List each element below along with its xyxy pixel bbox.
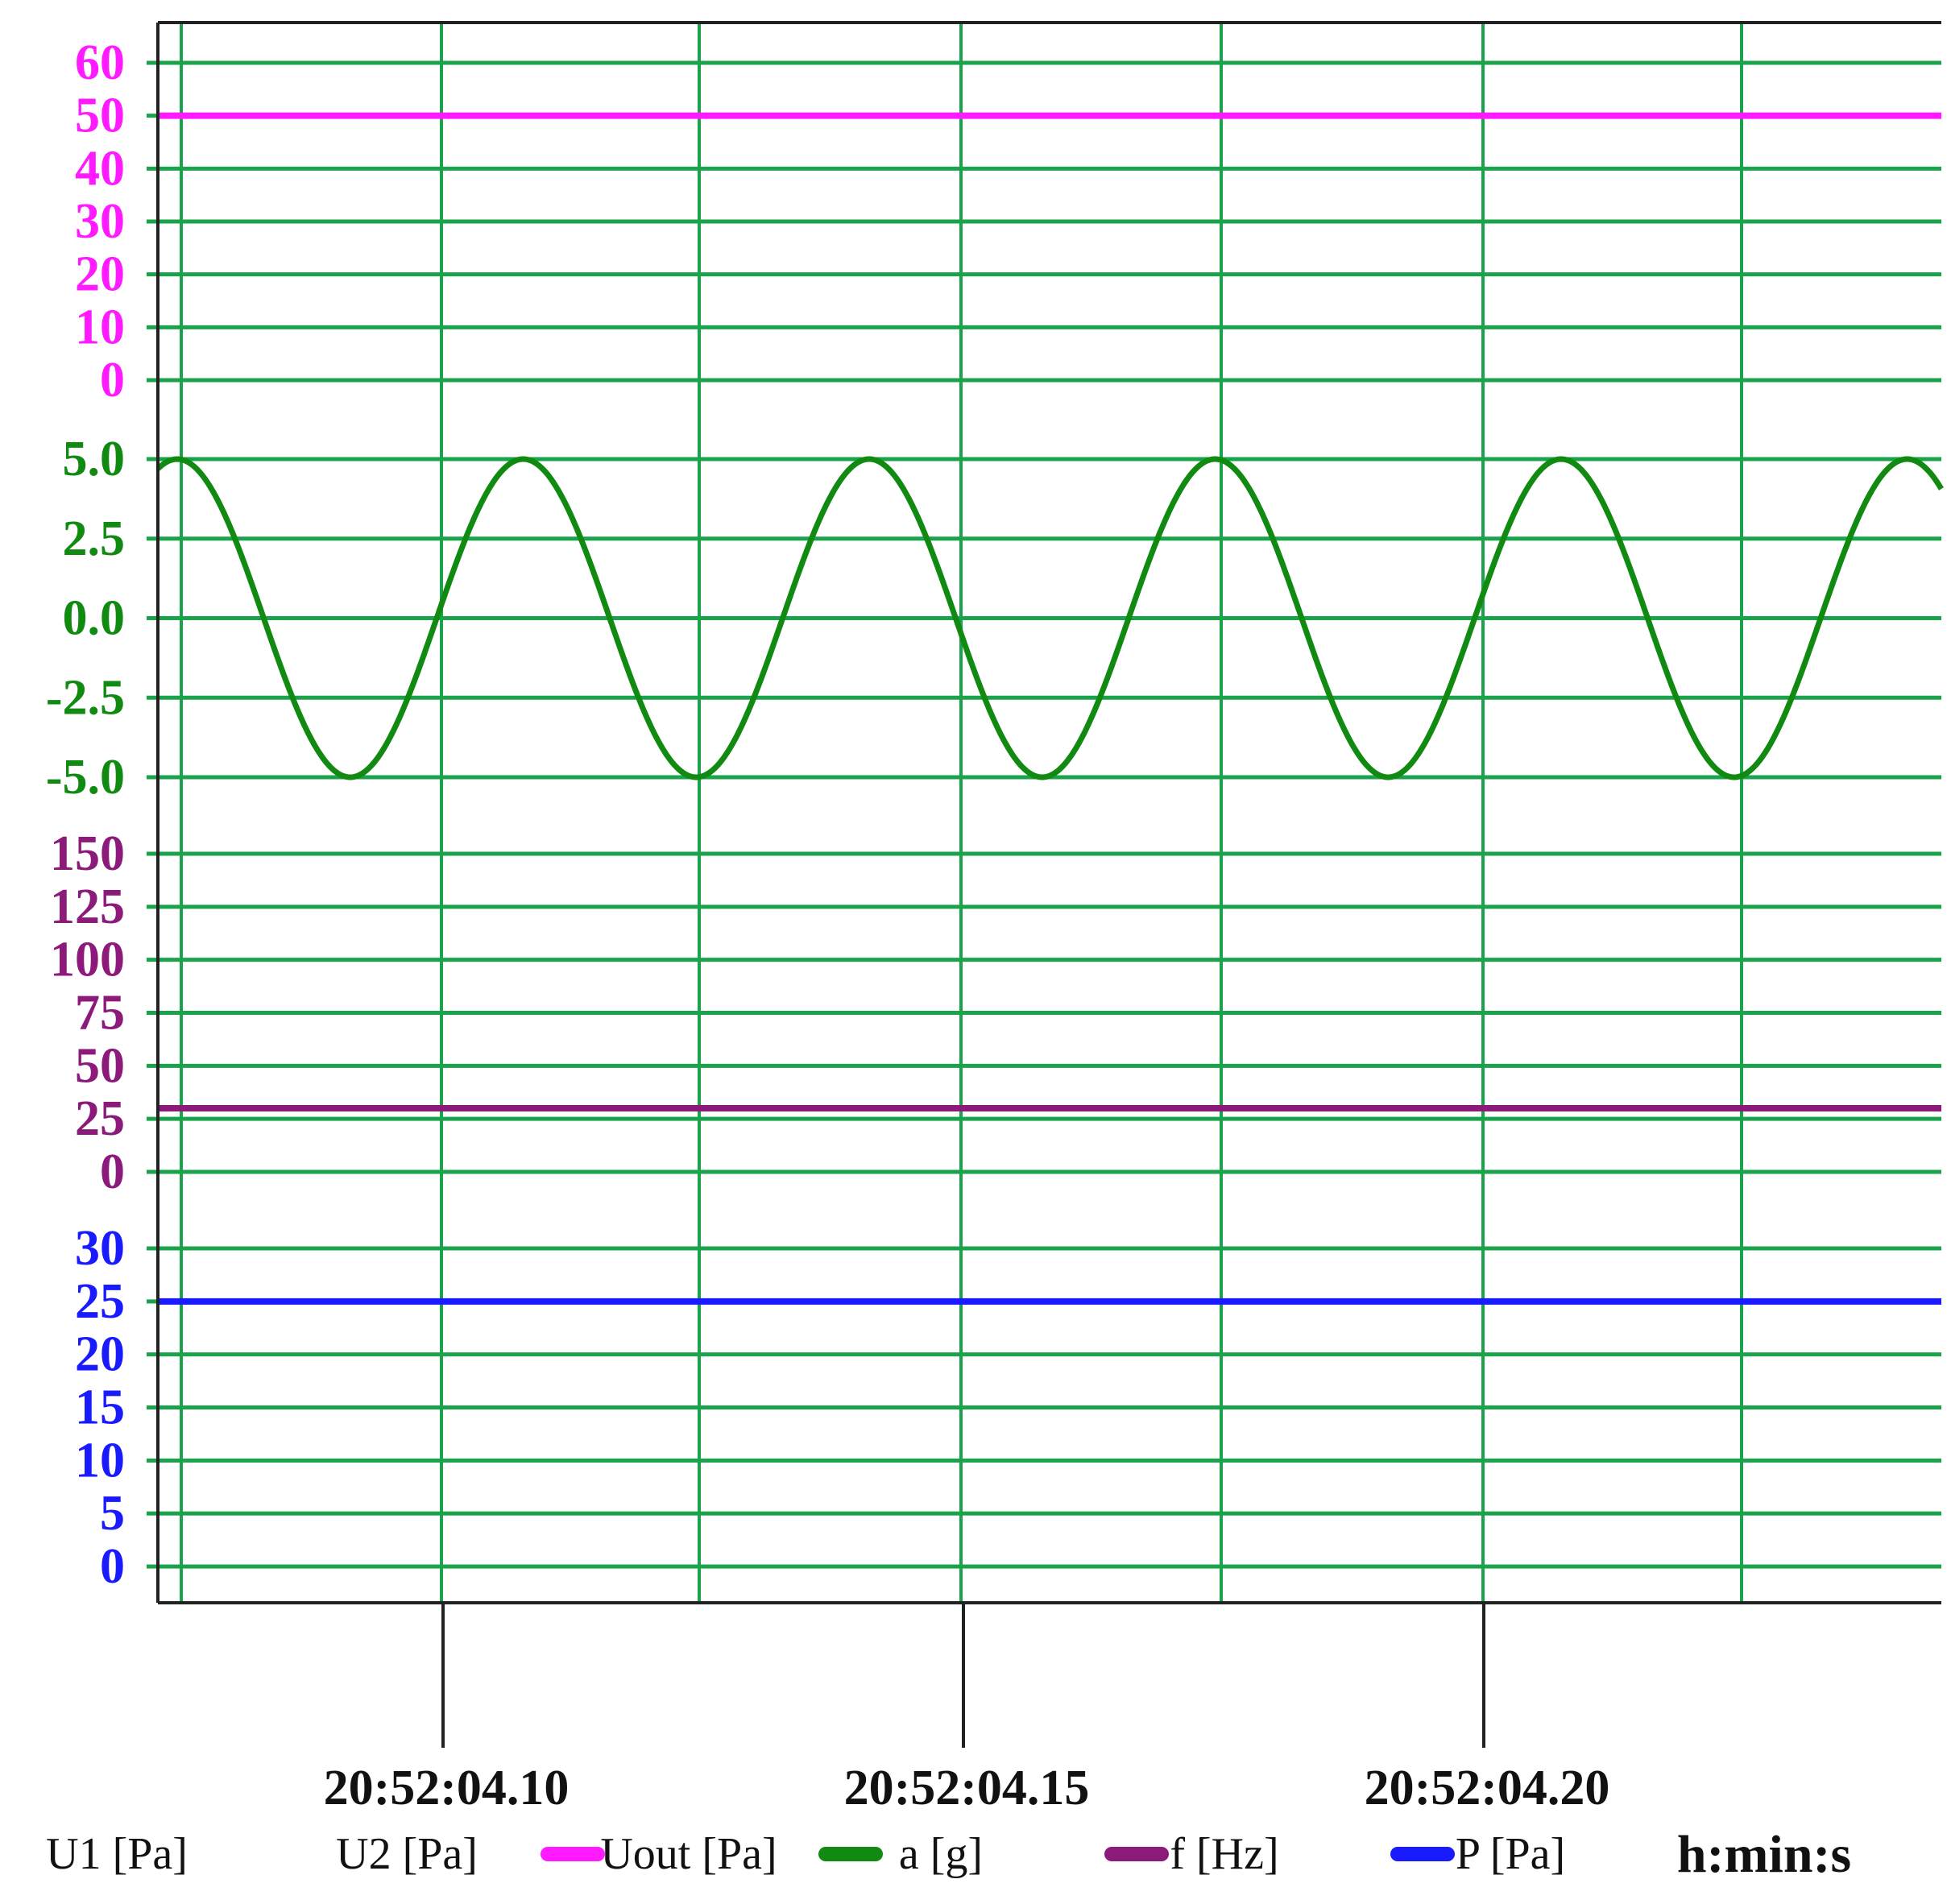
- x-tick-label: 20:52:04.15: [844, 1761, 1090, 1815]
- y-tick-labels: 60504030201005.02.50.0-2.5-5.01501251007…: [46, 35, 125, 1594]
- legend-label: P [Pa]: [1456, 1829, 1565, 1879]
- legend: U1 [Pa] U2 [Pa] Uout [Pa] a [g] f [Hz] P [Pa]…: [46, 1825, 1851, 1884]
- y-tick-label: 0: [100, 1539, 125, 1594]
- y-tick-label: 15: [75, 1380, 125, 1435]
- legend-label: a [g]: [899, 1829, 983, 1879]
- y-tick-label: 20: [75, 247, 125, 302]
- y-tick-label: 150: [50, 826, 125, 881]
- y-tick-label: 10: [75, 300, 125, 354]
- y-tick-label: -5.0: [46, 750, 125, 805]
- y-tick-label: 30: [75, 194, 125, 249]
- legend-label: f [Hz]: [1170, 1829, 1278, 1879]
- y-tick-label: 50: [75, 1038, 125, 1093]
- y-tick-label: 5: [100, 1486, 125, 1541]
- x-tick-label: 20:52:04.10: [324, 1761, 570, 1815]
- y-tick-label: 2.5: [63, 511, 126, 566]
- series-layer: [155, 112, 1944, 1305]
- legend-label: U2 [Pa]: [336, 1829, 478, 1879]
- y-tick-label: 30: [75, 1221, 125, 1276]
- legend-label: U1 [Pa]: [46, 1829, 188, 1879]
- legend-label: Uout [Pa]: [600, 1829, 777, 1879]
- x-ticks: 20:52:04.10 20:52:04.15 20:52:04.20: [324, 1603, 1610, 1815]
- y-tick-label: 100: [50, 933, 125, 987]
- y-tick-label: 60: [75, 35, 125, 90]
- y-tick-label: 10: [75, 1433, 125, 1488]
- y-tick-label: 25: [75, 1274, 125, 1329]
- y-tick-label: 75: [75, 986, 125, 1041]
- x-unit-label: h:min:s: [1677, 1825, 1851, 1884]
- y-tick-label: 125: [50, 880, 125, 934]
- y-tick-label: 25: [75, 1091, 125, 1146]
- y-tick-label: 20: [75, 1327, 125, 1382]
- y-tick-label: -2.5: [46, 670, 125, 725]
- y-tick-label: 0: [100, 1144, 125, 1199]
- y-tick-label: 0.0: [63, 591, 126, 646]
- series-a: [155, 456, 1944, 780]
- y-tick-label: 50: [75, 89, 125, 143]
- plot-frame: [156, 21, 1941, 1604]
- y-tick-label: 40: [75, 141, 125, 196]
- grid: [147, 23, 1941, 1603]
- x-tick-label: 20:52:04.20: [1365, 1761, 1610, 1815]
- y-tick-label: 5.0: [63, 432, 126, 486]
- y-tick-label: 0: [100, 353, 125, 408]
